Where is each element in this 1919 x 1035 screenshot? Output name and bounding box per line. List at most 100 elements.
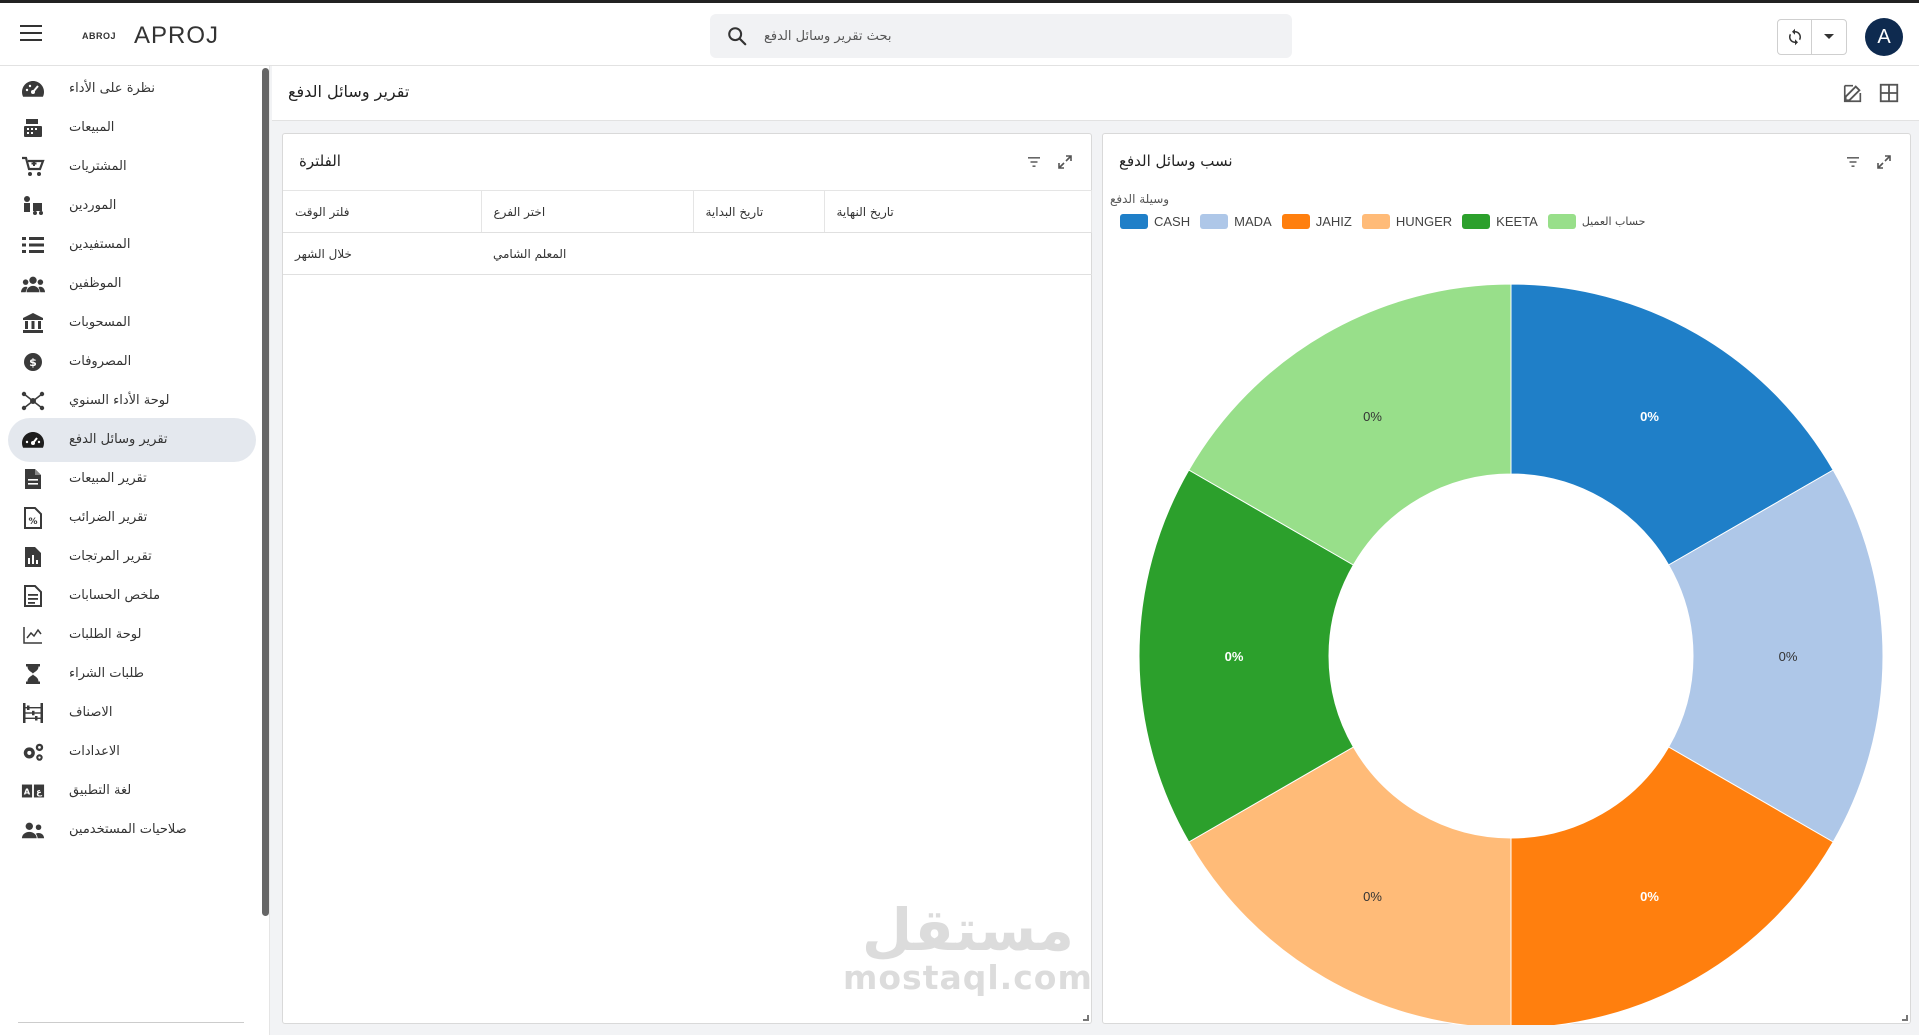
watermark-logo-text: مستقل <box>861 896 1074 964</box>
sidebar-item-orders-dashboard[interactable]: لوحة الطلبات <box>8 613 256 657</box>
sidebar-item-employees[interactable]: الموظفين <box>8 262 256 306</box>
svg-text:A: A <box>24 787 31 797</box>
hub-icon <box>21 390 45 412</box>
avatar[interactable]: A <box>1865 18 1903 56</box>
legend-swatch <box>1361 214 1390 229</box>
sidebar-item-settings[interactable]: الاعدادات <box>8 730 256 774</box>
abacus-icon <box>21 702 45 724</box>
legend-item[interactable]: CASH <box>1120 214 1190 229</box>
resize-handle[interactable] <box>1083 1015 1089 1021</box>
edit-icon[interactable] <box>1842 82 1864 104</box>
column-header[interactable]: اختر الفرع <box>481 190 694 233</box>
sidebar-item-accounts-summary[interactable]: ملخص الحسابات <box>8 574 256 618</box>
sidebar-item-performance[interactable]: نظرة على الأداء <box>8 67 256 111</box>
summary-file-icon <box>21 585 45 607</box>
sidebar-item-label: طلبات الشراء <box>69 666 144 681</box>
sidebar-item-label: الاعدادات <box>69 744 120 759</box>
sidebar-item-suppliers[interactable]: الموردين <box>8 184 256 228</box>
sidebar-item-sales-report[interactable]: تقرير المبيعات <box>8 457 256 501</box>
grid-layout-icon[interactable] <box>1878 82 1900 104</box>
legend-swatch <box>1120 214 1148 229</box>
donut-chart: 0% 0% 0% 0% 0% 0% <box>1138 283 1884 1025</box>
menu-icon[interactable] <box>20 25 42 43</box>
sidebar-item-label: تقرير وسائل الدفع <box>69 432 168 447</box>
table-cell[interactable]: المعلم الشامي <box>481 232 693 275</box>
donut-slice-cash[interactable] <box>1510 283 1834 566</box>
svg-text:%: % <box>28 517 37 527</box>
sidebar-item-purchase-orders[interactable]: طلبات الشراء <box>8 652 256 696</box>
sidebar-item-tax-report[interactable]: % تقرير الضرائب <box>8 496 256 540</box>
sidebar: نظرة على الأداء المبيعات المشتريات المور… <box>0 66 270 1035</box>
sidebar-item-payment-methods-report[interactable]: تقرير وسائل الدفع <box>8 418 256 462</box>
legend-label: HUNGER <box>1395 214 1453 229</box>
chart-legend: CASH MADA JAHIZ HUNGER KEETA حساب العميل <box>1120 214 1655 229</box>
list-icon <box>21 234 45 256</box>
sync-dropdown-button[interactable] <box>1812 20 1846 54</box>
sidebar-item-user-permissions[interactable]: صلاحيات المستخدمين <box>8 808 256 852</box>
sidebar-item-label: الموظفين <box>69 276 122 291</box>
expand-icon[interactable] <box>1057 154 1073 170</box>
cart-icon <box>21 156 45 178</box>
filter-panel-title: الفلترة <box>299 152 341 170</box>
document-icon <box>21 468 45 490</box>
donut-slice-hunger[interactable] <box>1188 746 1512 1025</box>
table-cell[interactable]: خلال الشهر <box>283 232 481 275</box>
speedometer-icon <box>21 78 45 100</box>
donut-slice-حساب-العميل[interactable] <box>1188 283 1512 566</box>
sidebar-scrollbar[interactable] <box>262 68 269 916</box>
legend-item[interactable]: MADA <box>1200 214 1272 229</box>
table-row[interactable]: خلال الشهر المعلم الشامي <box>283 232 1092 275</box>
legend-item[interactable]: KEETA <box>1462 214 1538 229</box>
table-cell[interactable] <box>693 232 824 275</box>
sidebar-item-label: المسحوبات <box>69 315 131 330</box>
resize-handle[interactable] <box>1902 1015 1908 1021</box>
sidebar-item-annual-dashboard[interactable]: لوحة الأداء السنوي <box>8 379 256 423</box>
caret-down-icon <box>1824 34 1834 39</box>
top-bar: ABROJ APROJ A <box>0 0 1919 66</box>
filter-icon[interactable] <box>1026 154 1042 170</box>
donut-slice-mada[interactable] <box>1667 469 1884 843</box>
search-input[interactable] <box>764 22 1264 50</box>
search-icon <box>728 27 747 46</box>
svg-text:$: $ <box>29 356 37 369</box>
sidebar-item-returns-report[interactable]: تقرير المرتجات <box>8 535 256 579</box>
watermark: مستقل mostaql.com <box>843 900 1093 996</box>
donut-slice-jahiz[interactable] <box>1510 746 1834 1025</box>
legend-swatch <box>1547 214 1576 229</box>
filter-icon[interactable] <box>1845 154 1861 170</box>
expand-icon[interactable] <box>1876 154 1892 170</box>
sidebar-item-expenses[interactable]: $ المصروفات <box>8 340 256 384</box>
chart-panel: نسب وسائل الدفع وسيلة الدفع CASH MADA JAHI… <box>1102 133 1911 1025</box>
sidebar-item-withdrawals[interactable]: المسحوبات <box>8 301 256 345</box>
legend-label: حساب العميل <box>1581 215 1646 228</box>
sync-button[interactable] <box>1778 20 1812 54</box>
legend-item[interactable]: حساب العميل <box>1547 214 1646 229</box>
slice-label: 0% <box>1363 409 1382 424</box>
sidebar-item-items[interactable]: الاصناف <box>8 691 256 735</box>
sidebar-item-sales[interactable]: المبيعات <box>8 106 256 150</box>
cash-register-icon <box>21 117 45 139</box>
legend-label: KEETA <box>1496 214 1538 229</box>
legend-swatch <box>1281 214 1310 229</box>
sidebar-item-label: صلاحيات المستخدمين <box>69 822 187 837</box>
search-bar <box>710 14 1292 58</box>
slice-label: 0% <box>1640 409 1659 424</box>
users-icon <box>21 273 45 295</box>
sidebar-item-beneficiaries[interactable]: المستفيدين <box>8 223 256 267</box>
slice-label: 0% <box>1779 649 1798 664</box>
column-header[interactable]: تاريخ البداية <box>693 190 825 233</box>
sidebar-divider <box>18 1022 244 1023</box>
column-header[interactable]: فلتر الوقت <box>283 190 482 233</box>
sidebar-item-label: نظرة على الأداء <box>69 81 155 96</box>
slice-label: 0% <box>1640 889 1659 904</box>
donut-slice-keeta[interactable] <box>1138 469 1355 843</box>
sidebar-item-purchases[interactable]: المشتريات <box>8 145 256 189</box>
column-header[interactable]: تاريخ النهاية <box>824 190 1092 233</box>
table-cell[interactable] <box>824 232 1092 275</box>
sidebar-item-label: المشتريات <box>69 159 127 174</box>
legend-item[interactable]: JAHIZ <box>1281 214 1352 229</box>
legend-item[interactable]: HUNGER <box>1361 214 1453 229</box>
sync-button-group <box>1777 19 1847 55</box>
sidebar-item-label: ملخص الحسابات <box>69 588 161 603</box>
